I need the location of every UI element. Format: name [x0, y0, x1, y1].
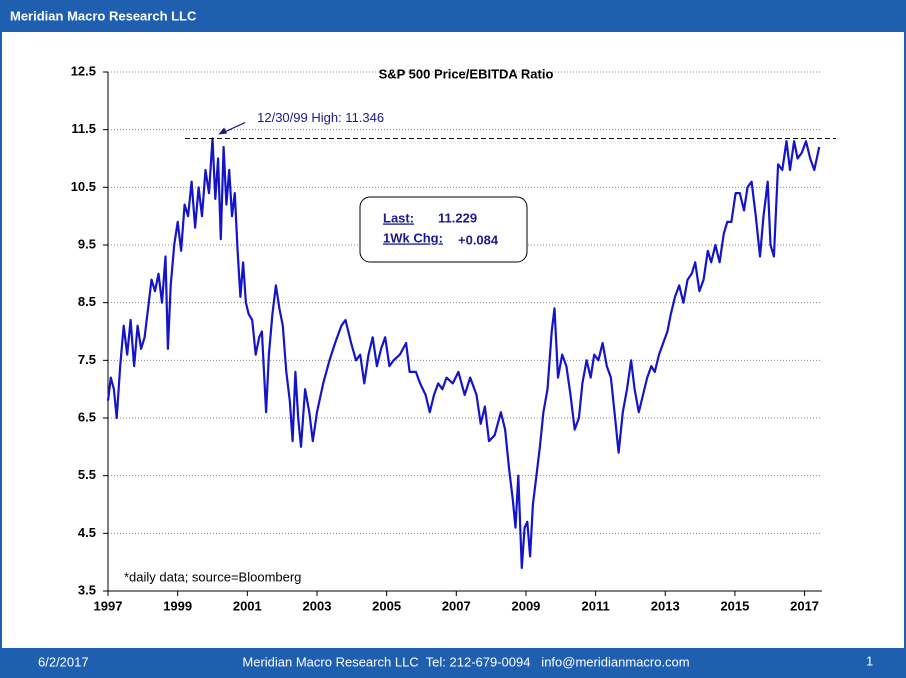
stat-label: 1Wk Chg: [383, 230, 443, 245]
y-tick-label: 3.5 [78, 582, 96, 597]
y-tick-label: 4.5 [78, 525, 96, 540]
x-tick-label: 2003 [303, 598, 332, 613]
x-tick-label: 1999 [163, 598, 192, 613]
y-tick-label: 11.5 [71, 121, 96, 136]
high-label: 12/30/99 High: 11.346 [257, 110, 384, 125]
high-arrowhead [218, 127, 228, 135]
stat-label: Last: [383, 210, 414, 225]
chart-title: S&P 500 Price/EBITDA Ratio [379, 66, 554, 81]
x-tick-label: 2017 [790, 598, 819, 613]
stat-value: 11.229 [438, 210, 477, 225]
header-title: Meridian Macro Research LLC [10, 8, 197, 23]
x-tick-label: 2011 [582, 598, 610, 613]
x-tick-label: 2009 [511, 598, 540, 613]
x-tick-label: 2007 [442, 598, 471, 613]
footer-bar [0, 648, 906, 678]
x-tick-label: 1997 [94, 598, 123, 613]
x-tick-label: 2001 [233, 598, 262, 613]
note: *daily data; source=Bloomberg [124, 569, 301, 584]
x-tick-label: 2005 [372, 598, 401, 613]
x-tick-label: 2013 [651, 598, 680, 613]
y-tick-label: 8.5 [78, 294, 96, 309]
y-tick-label: 7.5 [78, 352, 96, 367]
stat-value: +0.084 [458, 232, 499, 247]
y-tick-label: 5.5 [78, 467, 96, 482]
y-tick-label: 10.5 [71, 179, 96, 194]
plot: 3.5 4.5 5.5 6.5 7.5 8.5 9.5 10.5 11.5 12.5 1997 199… [71, 63, 836, 613]
y-tick-label: 9.5 [78, 236, 96, 251]
y-tick-label: 12.5 [71, 63, 96, 78]
footer-date: 6/2/2017 [38, 654, 89, 669]
data-line [106, 137, 821, 569]
y-tick-label: 6.5 [78, 409, 96, 424]
header-bar [0, 0, 906, 32]
footer-page: 1 [866, 653, 873, 668]
stats-box [359, 196, 528, 263]
footer-contact: Meridian Macro Research LLC Tel: 212-679… [242, 654, 689, 669]
x-tick-label: 2015 [720, 598, 749, 613]
